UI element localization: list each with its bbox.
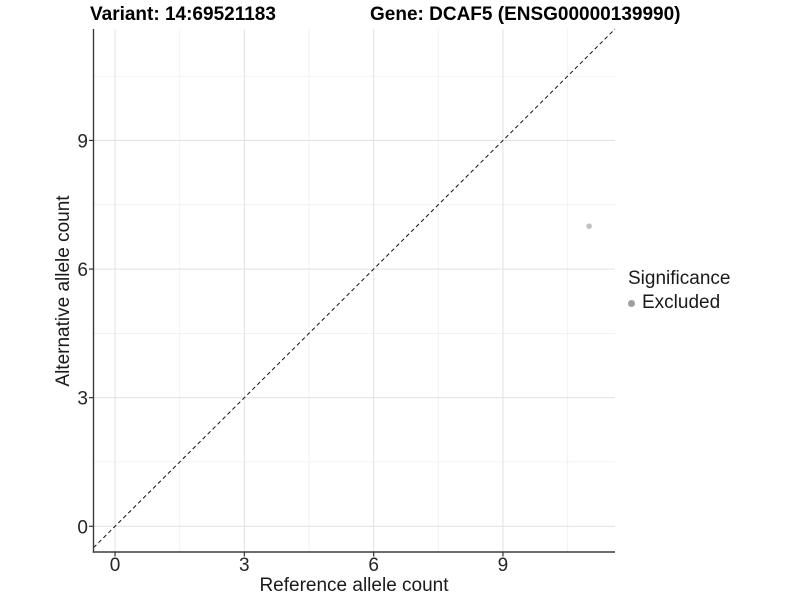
y-axis-title: Alternative allele count [53, 195, 74, 387]
y-tick-label: 9 [77, 131, 88, 152]
gene-title: Gene: DCAF5 (ENSG00000139990) [370, 4, 681, 25]
y-tick-label: 3 [77, 389, 88, 410]
legend: Significance Excluded [628, 268, 730, 314]
y-tick-label: 0 [77, 517, 88, 538]
x-axis-title: Reference allele count [259, 575, 449, 596]
x-tick-label: 0 [110, 555, 121, 576]
legend-point-icon [628, 299, 635, 307]
x-tick-label: 9 [498, 555, 509, 576]
legend-title: Significance [628, 268, 731, 289]
identity-line [93, 28, 616, 549]
data-point [586, 223, 592, 229]
x-tick-label: 3 [239, 555, 250, 576]
y-tick-label: 6 [77, 260, 88, 281]
legend-item-excluded: Excluded [628, 292, 730, 314]
variant-title: Variant: 14:69521183 [90, 4, 276, 25]
x-tick-label: 6 [368, 555, 379, 576]
legend-item-label: Excluded [642, 292, 721, 313]
